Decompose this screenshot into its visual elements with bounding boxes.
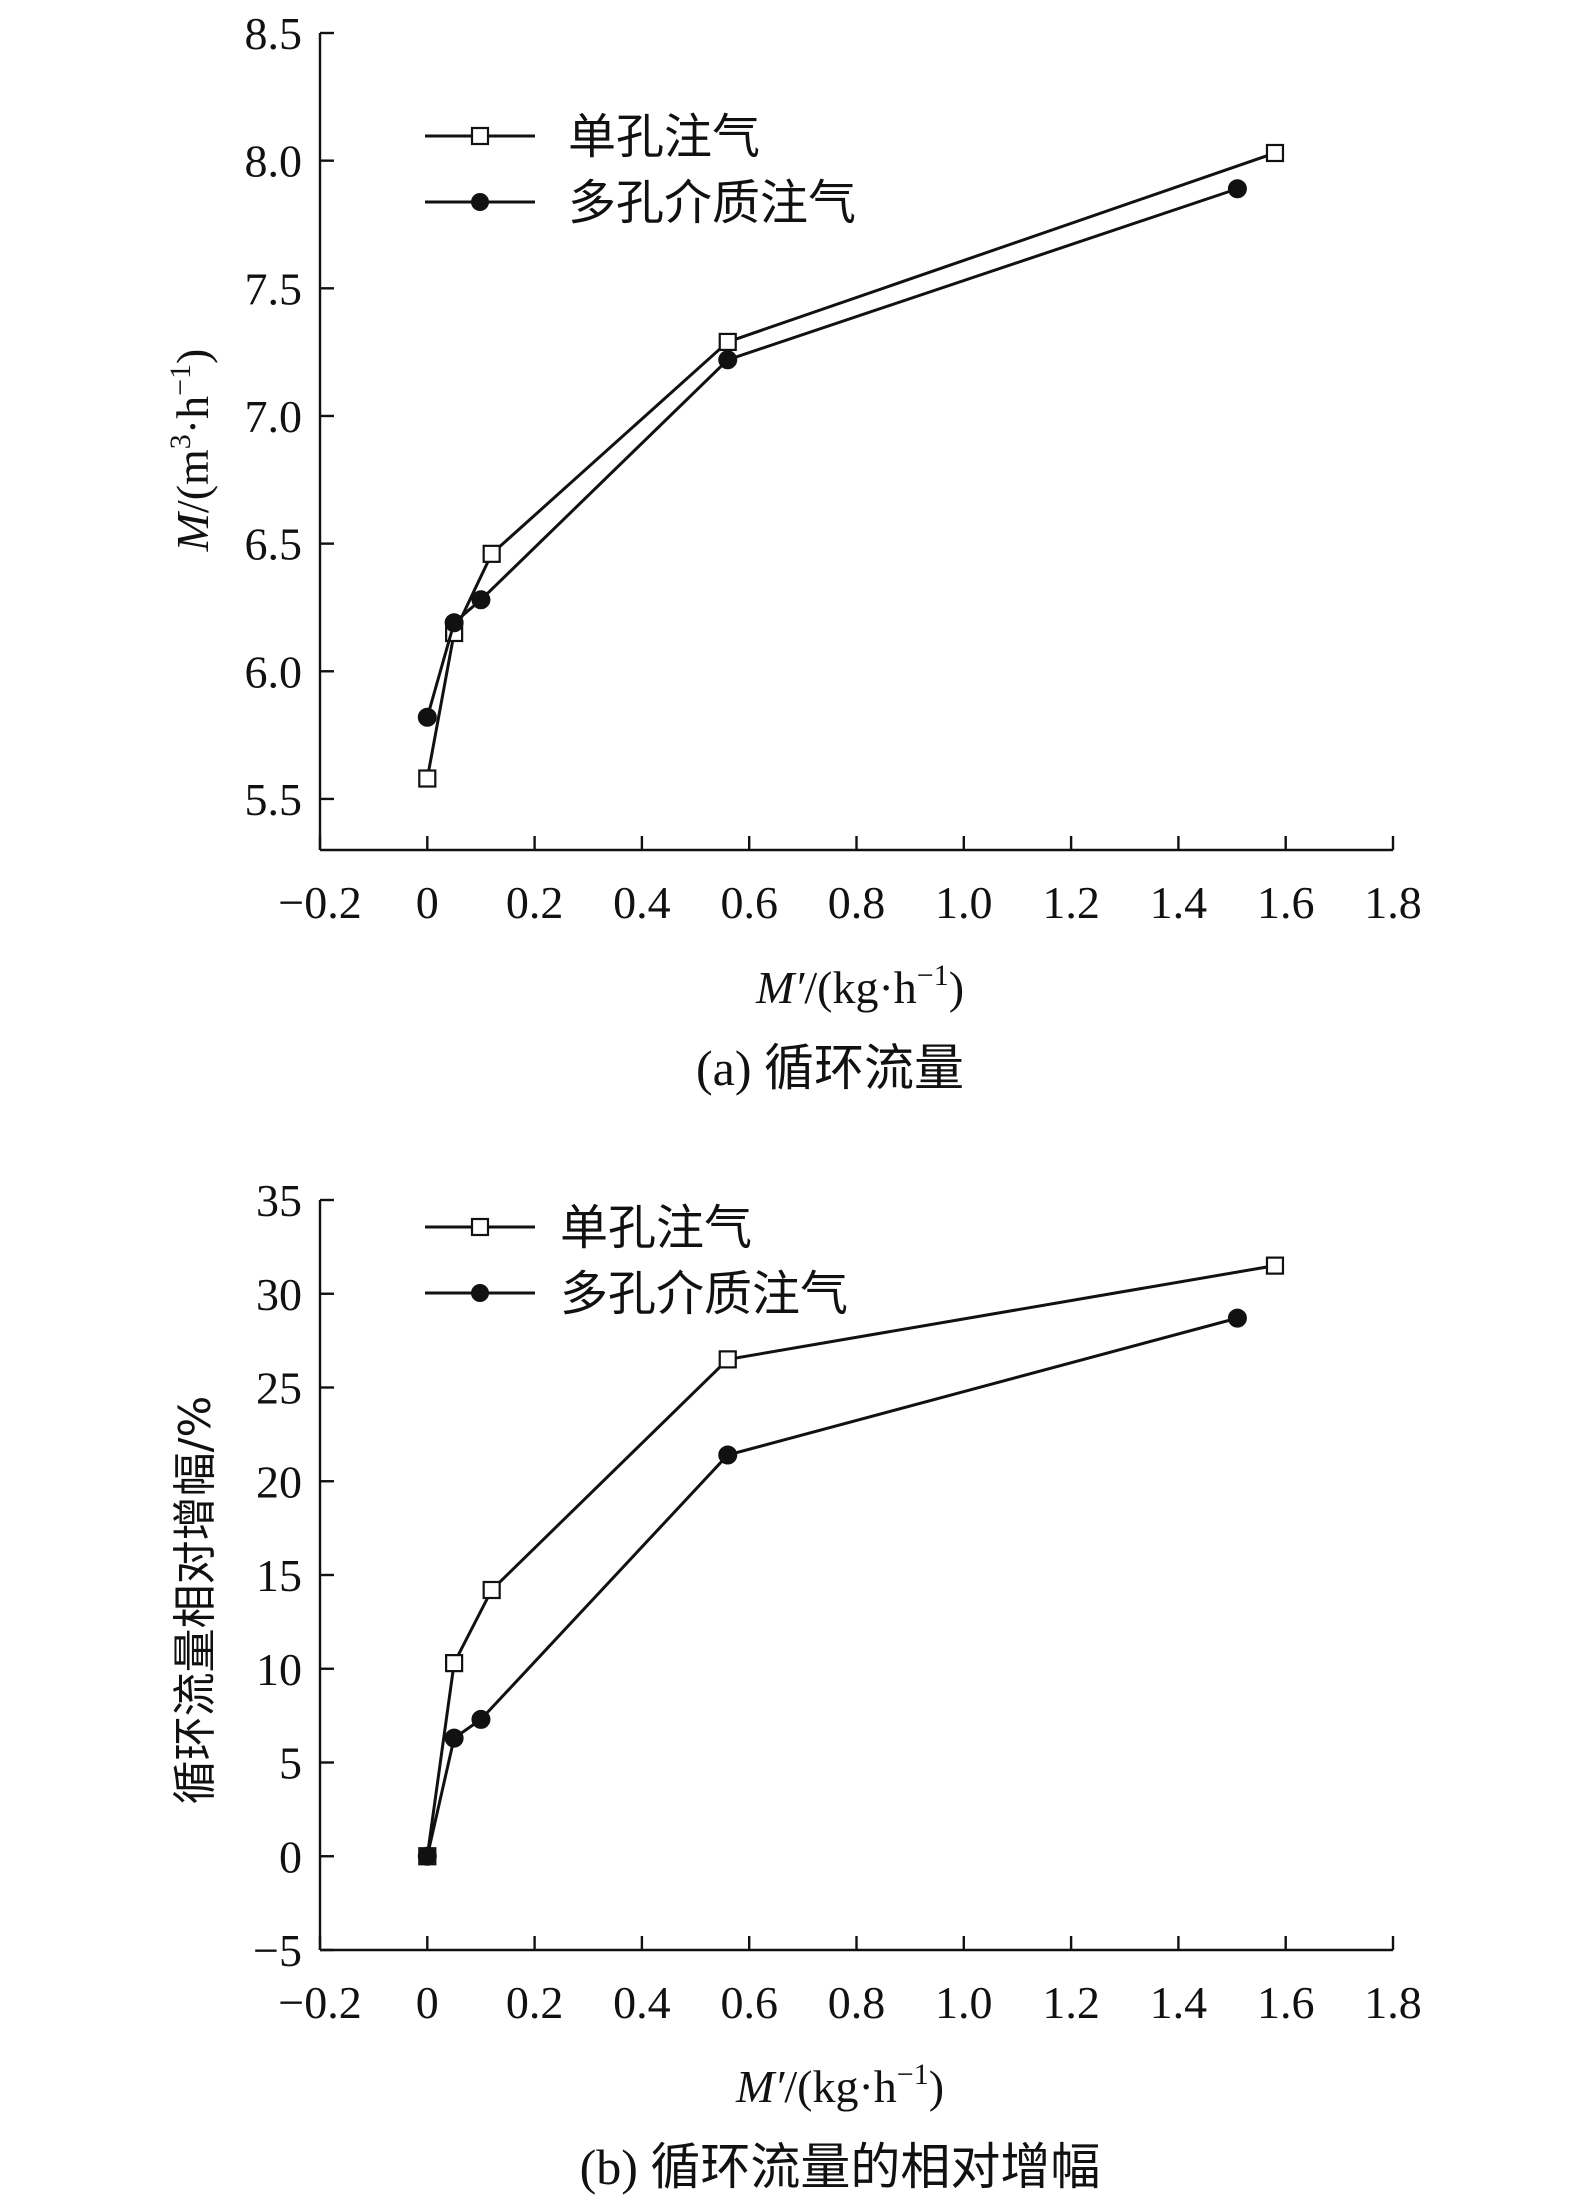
y-axis-label-a: M/(m3·h−1)	[164, 349, 218, 553]
data-point-a-1	[482, 544, 501, 563]
x-tick-label-b: 0.2	[506, 1977, 564, 2028]
x-tick-label-a: 1.6	[1257, 877, 1315, 928]
legend-marker-b-2	[471, 1284, 489, 1302]
x-tick-label-a: −0.2	[278, 877, 361, 928]
plot-area-b: −5 0 5 10 15 20 25 30 35 −0.2 0 0.2 0.4 0.6 0.8 1.0 1.2 1…	[253, 1175, 1422, 2028]
data-point-a-1	[418, 769, 437, 788]
data-point-b-2	[444, 1728, 464, 1748]
legend-label-b-2: 多孔介质注气	[560, 1266, 848, 1322]
legend-marker-a-1	[470, 126, 490, 146]
y-tick-label-a: 6.5	[245, 519, 303, 570]
data-point-b-2	[1227, 1308, 1247, 1328]
plot-area-a: 5.5 6.0 6.5 7.0 7.5 8.0 8.5 −0.2 0 0.2 0.4 0.6 0.8 1.…	[245, 8, 1422, 928]
data-point-b-1	[718, 1350, 737, 1369]
data-point-b-1	[1265, 1256, 1285, 1275]
x-tick-label-b: 0.6	[720, 1977, 778, 2028]
y-tick-label-b: 15	[256, 1550, 302, 1601]
x-tick-label-a: 0.6	[720, 877, 778, 928]
y-tick-label-a: 5.5	[245, 774, 303, 825]
data-point-a-2	[1227, 179, 1247, 199]
y-tick-label-b: 25	[256, 1363, 302, 1414]
data-point-a-1	[718, 332, 737, 352]
x-tick-label-a: 1.0	[935, 877, 993, 928]
x-axis-label-b: M′/(kg·h−1)	[735, 2058, 944, 2112]
data-point-a-2	[444, 613, 464, 633]
data-point-a-1	[1265, 143, 1285, 163]
y-tick-label-b: 35	[256, 1175, 302, 1226]
x-tick-label-b: 0.8	[828, 1977, 886, 2028]
caption-a: (a) 循环流量	[696, 1040, 964, 1096]
legend-marker-b-1	[470, 1217, 490, 1237]
x-tick-label-b: 0	[416, 1977, 439, 2028]
y-tick-label-a: 7.0	[245, 391, 303, 442]
x-axis-label-a: M′/(kg·h−1)	[755, 959, 964, 1013]
y-tick-label-a: 8.5	[245, 8, 303, 59]
legend-label-b-1: 单孔注气	[560, 1200, 752, 1256]
x-tick-label-b: 1.0	[935, 1977, 993, 2028]
data-point-b-2	[471, 1709, 491, 1729]
caption-b: (b) 循环流量的相对增幅	[580, 2139, 1101, 2195]
y-tick-label-a: 8.0	[245, 136, 303, 187]
x-tick-label-a: 1.8	[1364, 877, 1422, 928]
data-point-b-2	[718, 1445, 738, 1465]
series-line-a-2	[425, 187, 1238, 718]
y-tick-label-b: 5	[279, 1738, 302, 1789]
x-tick-label-b: 1.8	[1364, 1977, 1422, 2028]
x-tick-label-b: 1.6	[1257, 1977, 1315, 2028]
y-tick-label-b: 20	[256, 1456, 302, 1507]
data-point-a-2	[471, 590, 491, 610]
y-tick-label-a: 7.5	[245, 263, 303, 314]
x-tick-label-a: 0.2	[506, 877, 564, 928]
y-tick-label-b: −5	[253, 1925, 302, 1976]
legend-marker-a-2	[471, 193, 489, 211]
series-line-b-1	[425, 1264, 1276, 1857]
x-tick-label-a: 0	[416, 877, 439, 928]
x-tick-label-b: 0.4	[613, 1977, 671, 2028]
legend-label-a-1: 单孔注气	[568, 109, 760, 165]
data-point-b-1	[445, 1654, 464, 1673]
x-tick-label-b: 1.4	[1150, 1977, 1208, 2028]
data-point-a-2	[417, 707, 437, 727]
x-tick-label-a: 1.4	[1150, 877, 1208, 928]
y-tick-label-b: 30	[256, 1269, 302, 1320]
x-tick-label-a: 0.8	[828, 877, 886, 928]
data-point-b-1	[482, 1580, 501, 1600]
x-tick-label-a: 1.2	[1042, 877, 1100, 928]
y-tick-label-b: 0	[279, 1831, 302, 1882]
y-tick-label-a: 6.0	[245, 646, 303, 697]
y-axis-label-b: 循环流量相对增幅/%	[170, 1396, 221, 1805]
x-tick-label-a: 0.4	[613, 877, 671, 928]
series-line-b-2	[425, 1316, 1238, 1857]
data-point-a-2	[718, 350, 738, 370]
chart-panel-a: 5.5 6.0 6.5 7.0 7.5 8.0 8.5 −0.2 0 0.2 0.4 0.6 0.8 1.…	[164, 8, 1422, 1096]
data-point-b-2	[417, 1846, 437, 1866]
x-tick-label-b: −0.2	[278, 1977, 361, 2028]
series-line-a-1	[425, 151, 1276, 779]
y-tick-label-b: 10	[256, 1644, 302, 1695]
chart-panel-b: −5 0 5 10 15 20 25 30 35 −0.2 0 0.2 0.4 0.6 0.8 1.0 1.2 1…	[170, 1175, 1422, 2195]
legend-label-a-2: 多孔介质注气	[568, 175, 856, 231]
x-tick-label-b: 1.2	[1042, 1977, 1100, 2028]
